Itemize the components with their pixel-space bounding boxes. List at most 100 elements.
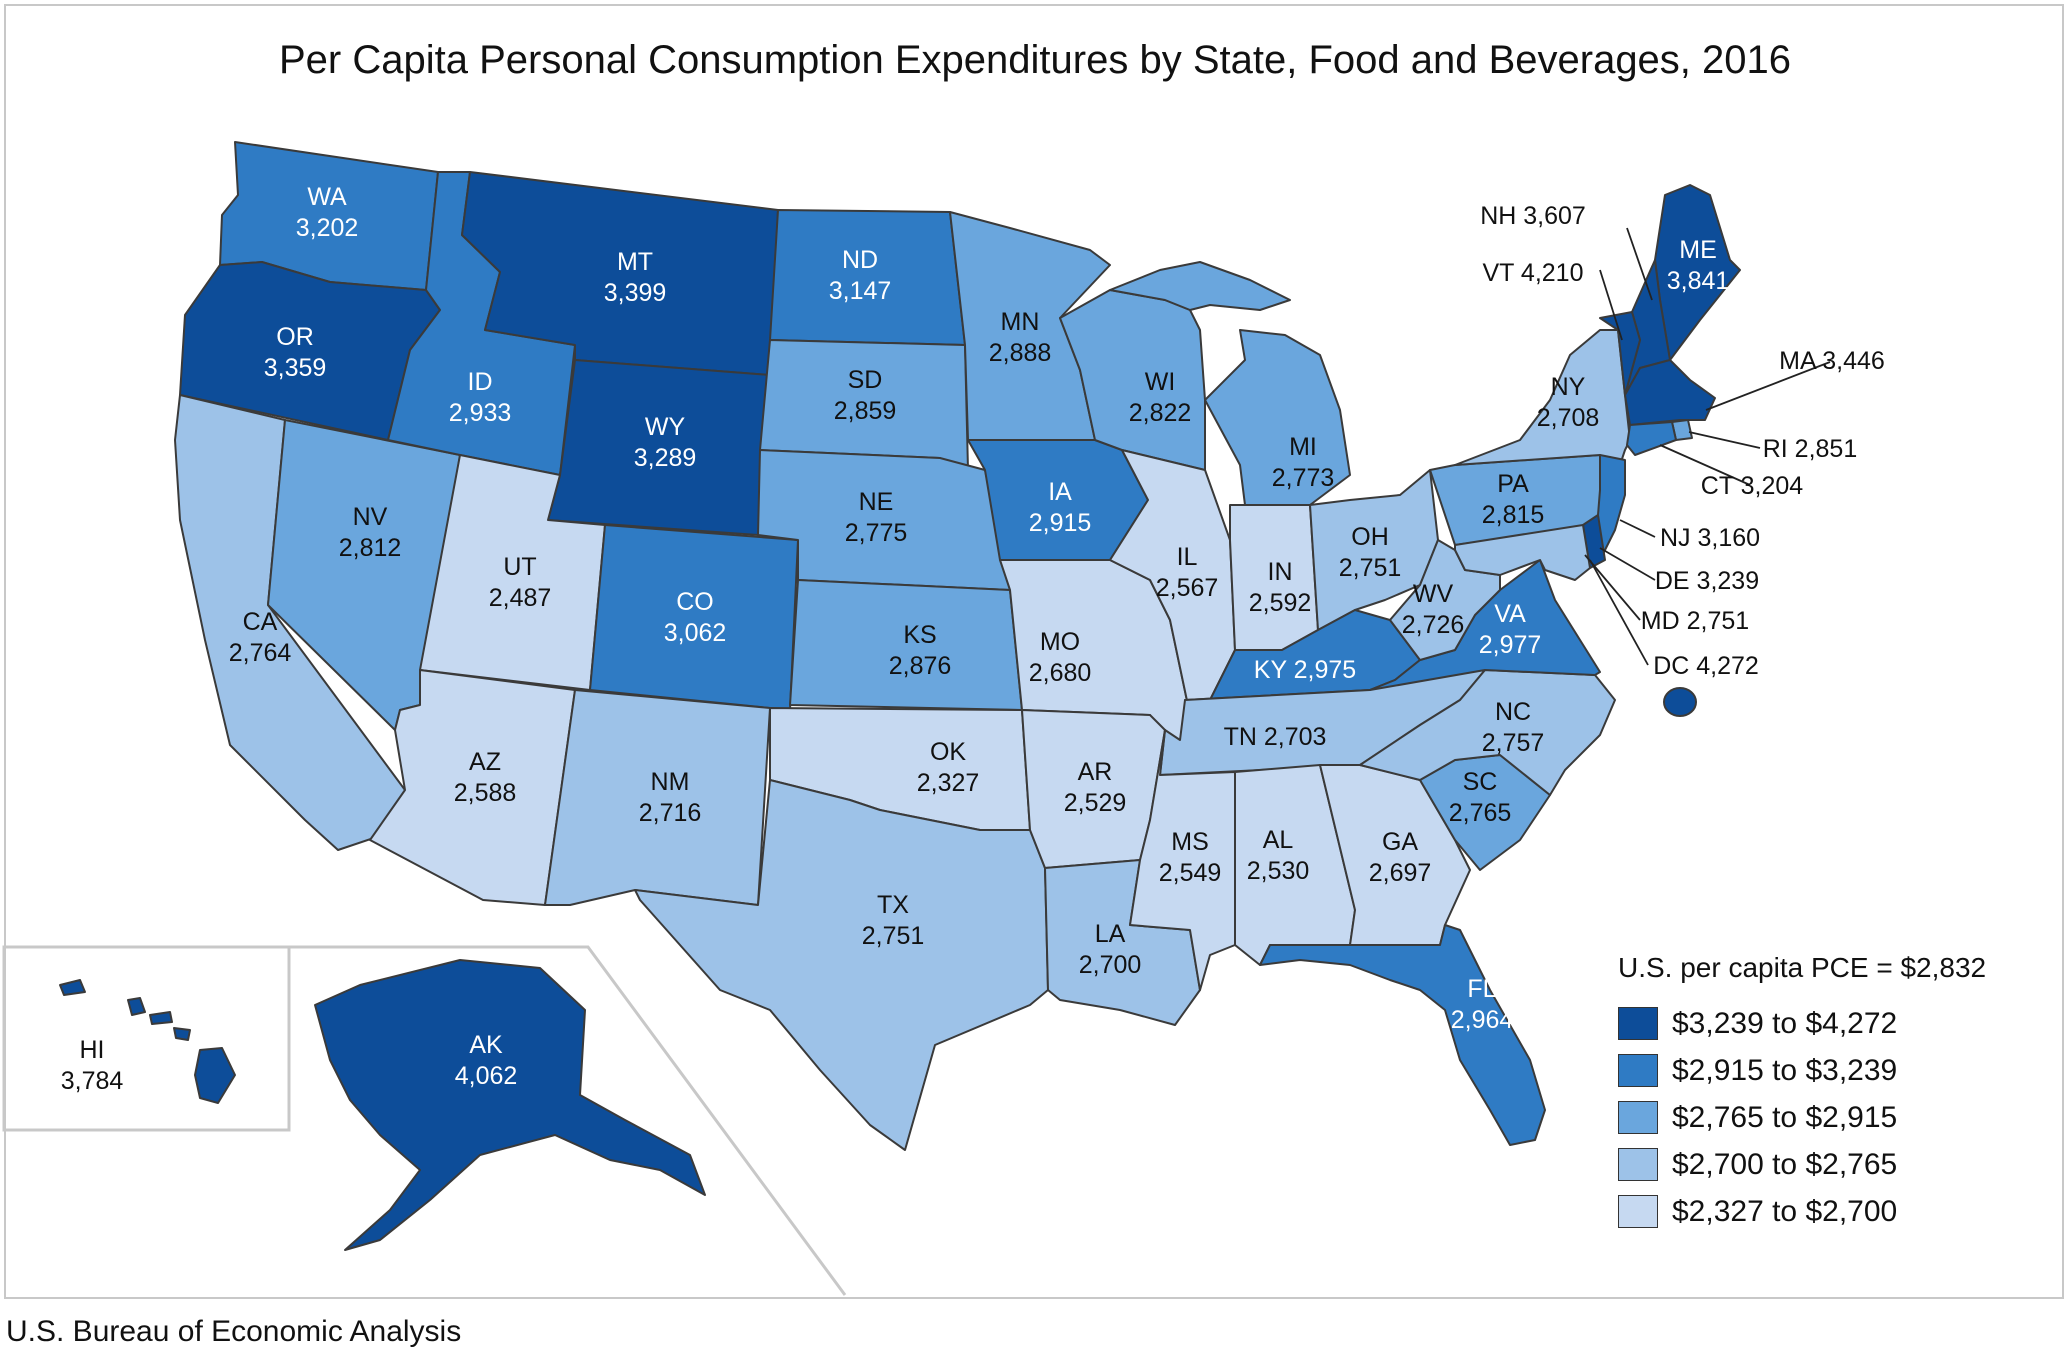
state-abbr-mi: MI <box>1289 433 1317 461</box>
state-abbr-az: AZ <box>469 748 501 776</box>
state-abbr-wa: WA <box>307 183 347 211</box>
state-value-ia: 2,915 <box>1029 509 1092 537</box>
state-abbr-me: ME <box>1679 236 1717 264</box>
state-abbr-mt: MT <box>617 248 653 276</box>
state-ak <box>314 959 706 1251</box>
state-value-hi: 3,784 <box>61 1067 124 1095</box>
legend-label: $2,765 to $2,915 <box>1672 1100 1898 1134</box>
state-hi <box>59 979 86 996</box>
state-abbr-sd: SD <box>848 366 883 394</box>
state-abbr-la: LA <box>1095 920 1126 948</box>
state-abbr-wv: WV <box>1413 580 1454 608</box>
state-value-id: 2,933 <box>449 399 512 427</box>
state-abbr-nm: NM <box>651 768 690 796</box>
state-value-ms: 2,549 <box>1159 859 1222 887</box>
leader-line-ct <box>1659 444 1751 486</box>
state-value-ok: 2,327 <box>917 769 980 797</box>
state-label-ma: MA 3,446 <box>1779 347 1885 375</box>
state-value-ar: 2,529 <box>1064 789 1127 817</box>
state-md <box>1454 524 1591 581</box>
state-value-al: 2,530 <box>1247 857 1310 885</box>
state-abbr-ms: MS <box>1171 828 1209 856</box>
map-title: Per Capita Personal Consumption Expendit… <box>278 38 1792 82</box>
state-abbr-nc: NC <box>1495 698 1531 726</box>
state-value-wi: 2,822 <box>1129 399 1192 427</box>
state-abbr-ks: KS <box>903 621 936 649</box>
state-value-ga: 2,697 <box>1369 859 1432 887</box>
leader-line-de <box>1599 547 1656 581</box>
state-abbr-fl: FL <box>1467 975 1496 1003</box>
state-abbr-nd: ND <box>842 246 878 274</box>
state-value-me: 3,841 <box>1667 267 1730 295</box>
state-label-dc: DC 4,272 <box>1653 652 1759 680</box>
state-value-sd: 2,859 <box>834 397 897 425</box>
state-value-nd: 3,147 <box>829 277 892 305</box>
state-value-nv: 2,812 <box>339 534 402 562</box>
legend-swatch <box>1618 1148 1658 1181</box>
state-mi <box>1109 261 1291 311</box>
state-abbr-va: VA <box>1494 600 1526 628</box>
state-abbr-ga: GA <box>1382 828 1418 856</box>
state-abbr-tx: TX <box>877 891 909 919</box>
legend-title: U.S. per capita PCE = $2,832 <box>1618 952 1987 983</box>
state-abbr-ny: NY <box>1551 373 1586 401</box>
legend-label: $3,239 to $4,272 <box>1672 1006 1898 1040</box>
state-value-tx: 2,751 <box>862 922 925 950</box>
legend-label: $2,700 to $2,765 <box>1672 1147 1898 1181</box>
legend-label: $2,327 to $2,700 <box>1672 1194 1898 1228</box>
state-value-nm: 2,716 <box>639 799 702 827</box>
state-value-nc: 2,757 <box>1482 729 1545 757</box>
state-abbr-ak: AK <box>469 1031 503 1059</box>
state-hi <box>127 997 146 1016</box>
state-abbr-wi: WI <box>1145 368 1176 396</box>
state-label-nh: NH 3,607 <box>1480 202 1586 230</box>
leader-line-nh <box>1626 227 1653 301</box>
state-hi <box>194 1047 236 1104</box>
state-value-ks: 2,876 <box>889 652 952 680</box>
legend-item: $2,327 to $2,700 <box>1618 1188 2048 1235</box>
legend-swatch <box>1618 1101 1658 1134</box>
state-value-az: 2,588 <box>454 779 517 807</box>
state-value-mn: 2,888 <box>989 339 1052 367</box>
state-abbr-il: IL <box>1177 543 1198 571</box>
state-nc <box>1359 669 1616 796</box>
state-value-il: 2,567 <box>1156 574 1219 602</box>
state-abbr-pa: PA <box>1497 470 1529 498</box>
legend-swatch <box>1618 1054 1658 1087</box>
state-mi <box>1204 329 1351 506</box>
state-abbr-oh: OH <box>1351 523 1389 551</box>
state-ma <box>1624 359 1716 426</box>
state-value-mo: 2,680 <box>1029 659 1092 687</box>
state-label-tn: TN 2,703 <box>1224 723 1327 751</box>
state-value-mt: 3,399 <box>604 279 667 307</box>
state-nm <box>544 689 771 906</box>
legend-swatch <box>1618 1195 1658 1228</box>
legend: U.S. per capita PCE = $2,832 $3,239 to $… <box>1618 952 2048 1235</box>
state-value-ut: 2,487 <box>489 584 552 612</box>
hawaii-inset-box <box>2 945 291 1132</box>
legend-swatch <box>1618 1007 1658 1040</box>
state-abbr-al: AL <box>1263 826 1294 854</box>
state-label-vt: VT 4,210 <box>1482 259 1583 287</box>
state-value-ca: 2,764 <box>229 639 292 667</box>
state-value-la: 2,700 <box>1079 951 1142 979</box>
legend-item: $2,700 to $2,765 <box>1618 1141 2048 1188</box>
state-abbr-hi: HI <box>80 1036 105 1064</box>
state-vt <box>1599 311 1641 396</box>
state-abbr-ok: OK <box>930 738 966 766</box>
state-abbr-or: OR <box>276 323 314 351</box>
legend-item: $3,239 to $4,272 <box>1618 1000 2048 1047</box>
state-label-md: MD 2,751 <box>1641 607 1749 635</box>
state-abbr-ar: AR <box>1078 758 1113 786</box>
state-abbr-mn: MN <box>1001 308 1040 336</box>
state-value-co: 3,062 <box>664 619 727 647</box>
state-abbr-ca: CA <box>243 608 278 636</box>
state-label-ky: KY 2,975 <box>1254 656 1356 684</box>
state-value-wv: 2,726 <box>1402 611 1465 639</box>
state-dc-marker <box>1663 687 1697 717</box>
state-value-pa: 2,815 <box>1482 501 1545 529</box>
state-ct <box>1626 421 1677 456</box>
state-fl <box>1259 924 1546 1146</box>
state-abbr-wy: WY <box>645 413 686 441</box>
